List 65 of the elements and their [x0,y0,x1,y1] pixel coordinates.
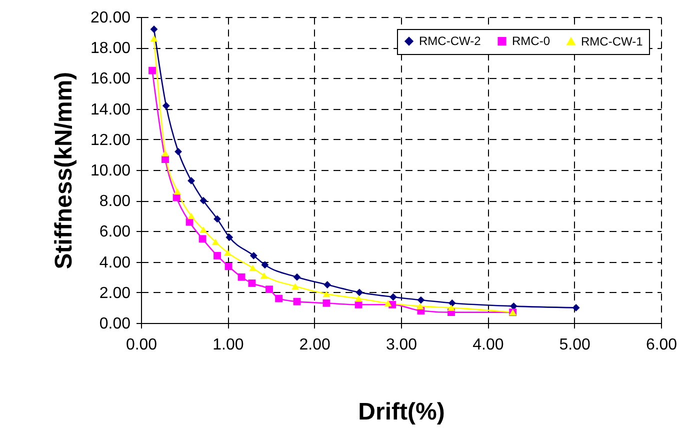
point [224,262,232,270]
x-tick-label: 5.00 [559,336,591,354]
y-tick-label: 6.00 [99,224,131,241]
legend-label: RMC-CW-2 [419,34,482,48]
x-tick-label: 1.00 [212,336,244,354]
y-tick-label: 4.00 [99,254,131,272]
legend-label: RMC-0 [512,34,550,48]
point [322,290,330,298]
point [214,215,221,223]
legend-label: RMC-CW-1 [581,34,644,48]
y-tick-label: 8.00 [99,193,131,210]
point [200,226,208,233]
point [249,264,257,272]
point [275,294,283,302]
x-tick-label: 2.00 [299,336,331,354]
point [162,156,169,163]
point [572,304,580,312]
y-tick-label: 0.00 [99,316,131,332]
point [292,283,299,290]
point [188,212,195,220]
x-tick-label: 0.00 [126,336,158,354]
point [384,300,392,306]
point [224,249,232,256]
point [238,273,246,281]
point [293,298,301,306]
x-axis-title: Drift(%) [358,398,445,426]
y-tick-label: 14.00 [90,101,131,118]
point [389,293,397,301]
point [188,177,195,184]
point [260,272,268,279]
y-tick-label: 16.00 [90,70,131,88]
point [226,234,234,242]
y-tick-label: 20.00 [90,10,131,26]
point [448,304,455,311]
point [214,252,221,260]
y-tick-label: 10.00 [90,162,131,180]
point [322,299,330,307]
point [148,66,156,74]
point [250,252,258,260]
point [261,261,269,269]
y-tick-label: 12.00 [90,132,131,149]
x-tick-label: 4.00 [472,336,504,354]
point [356,288,364,296]
point [200,196,208,204]
y-tick-label: 18.00 [90,40,131,58]
point [448,299,456,307]
point [510,302,518,310]
x-tick-label: 6.00 [646,336,678,354]
point [416,302,424,310]
point [266,286,273,294]
point [150,35,158,42]
y-axis-title: Stiffness(kN/mm) [50,72,78,270]
point [324,281,332,288]
point [354,295,362,302]
point [417,296,425,304]
point [198,235,206,243]
point [162,102,170,110]
point [162,150,169,156]
x-tick-label: 3.00 [386,336,418,354]
point [293,273,301,281]
point [174,188,182,195]
point [212,238,220,246]
point [174,148,182,156]
y-tick-label: 2.00 [99,284,131,302]
point [248,280,256,287]
